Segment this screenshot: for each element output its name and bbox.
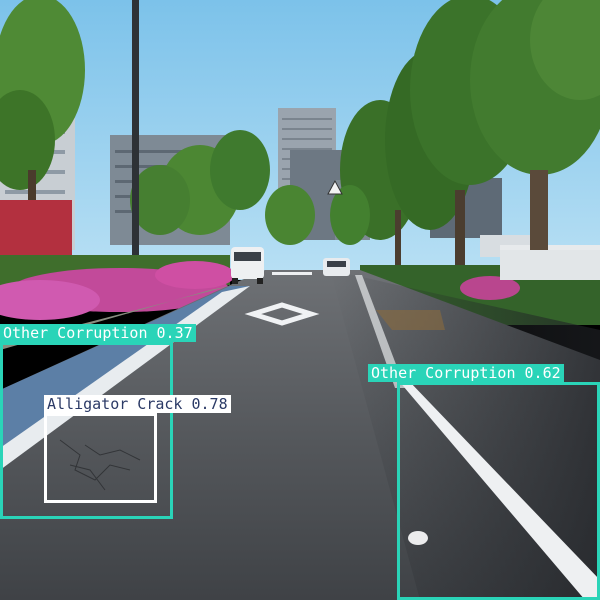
detection-box-other-corruption-2: Other Corruption 0.62 bbox=[368, 364, 600, 600]
detection-label: Other Corruption 0.37 bbox=[0, 324, 196, 342]
white-van bbox=[231, 247, 264, 284]
detection-label: Alligator Crack 0.78 bbox=[44, 395, 231, 413]
trees bbox=[0, 0, 600, 290]
detection-label: Other Corruption 0.62 bbox=[368, 364, 564, 382]
bike-lane bbox=[0, 286, 250, 470]
detection-box-other-corruption-1: Other Corruption 0.37 bbox=[0, 324, 196, 519]
light-glare bbox=[408, 531, 428, 545]
detection-box-alligator-crack: Alligator Crack 0.78 bbox=[44, 395, 231, 503]
warning-sign bbox=[327, 179, 343, 195]
street-lamp bbox=[132, 0, 139, 300]
white-car bbox=[323, 258, 350, 276]
diamond-marking bbox=[244, 302, 320, 326]
alligator-crack-texture bbox=[59, 439, 141, 491]
lane-marking-right bbox=[398, 380, 600, 600]
